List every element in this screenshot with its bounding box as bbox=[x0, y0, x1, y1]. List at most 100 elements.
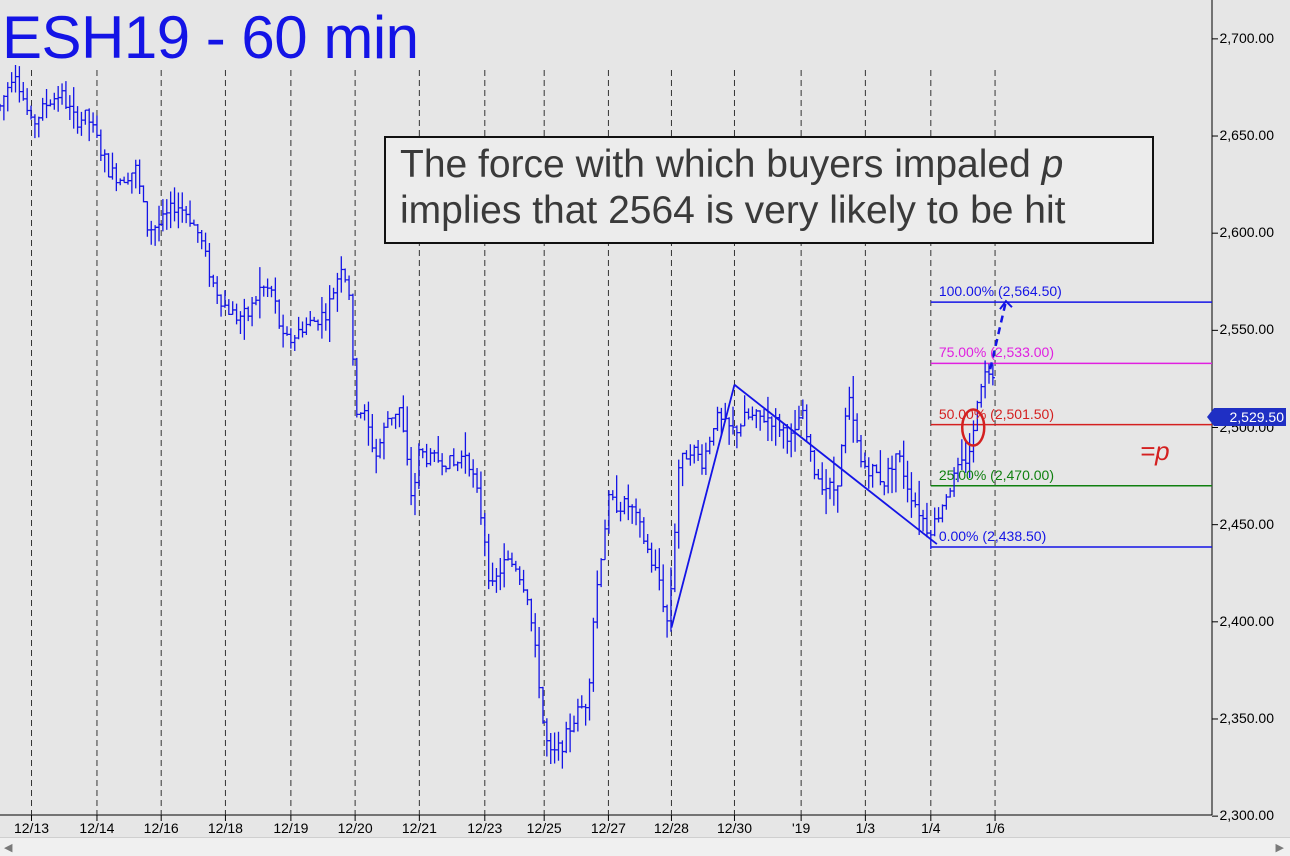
price-bar bbox=[572, 715, 577, 733]
price-bar bbox=[529, 598, 534, 632]
price-bar bbox=[172, 187, 177, 222]
price-bar bbox=[153, 225, 158, 246]
price-bar bbox=[269, 285, 274, 298]
price-bar bbox=[122, 176, 127, 184]
price-bar bbox=[312, 316, 317, 322]
price-bar bbox=[901, 440, 906, 489]
price-bar bbox=[354, 357, 359, 418]
price-bar bbox=[606, 490, 611, 534]
price-bar bbox=[226, 299, 231, 315]
x-tick-label: 12/18 bbox=[207, 820, 243, 836]
price-bar bbox=[699, 444, 704, 475]
price-bar bbox=[738, 423, 743, 437]
price-bar bbox=[118, 178, 123, 186]
price-bar bbox=[866, 457, 871, 489]
price-bar bbox=[614, 475, 619, 513]
x-tick-label: 12/14 bbox=[79, 820, 115, 836]
price-bar bbox=[91, 112, 96, 133]
price-bar bbox=[979, 383, 984, 408]
price-bar bbox=[188, 200, 193, 227]
price-bar bbox=[164, 199, 169, 230]
price-bar bbox=[533, 613, 538, 658]
price-bar bbox=[634, 498, 639, 526]
price-bar bbox=[750, 406, 755, 421]
price-bar bbox=[990, 364, 995, 386]
price-bar bbox=[184, 206, 189, 224]
price-bar bbox=[897, 450, 902, 463]
price-bar bbox=[758, 410, 763, 431]
price-bar bbox=[29, 105, 34, 120]
horizontal-scrollbar[interactable]: ◀ ▶ bbox=[0, 837, 1290, 856]
price-bar bbox=[924, 502, 929, 538]
x-tick-label: 1/4 bbox=[921, 820, 941, 836]
price-bar bbox=[36, 116, 41, 138]
price-bar bbox=[665, 604, 670, 638]
price-bar bbox=[575, 698, 580, 732]
price-bar bbox=[296, 316, 301, 340]
fib-pct: 0.00% bbox=[938, 528, 979, 544]
price-bar bbox=[734, 425, 739, 449]
price-bar bbox=[277, 299, 282, 329]
price-bar bbox=[913, 492, 918, 508]
last-price-tag: 2,529.50 bbox=[1207, 408, 1286, 426]
price-bar bbox=[335, 272, 340, 312]
price-bar bbox=[905, 460, 910, 503]
annotation-line-1: The force with which buyers impaled bbox=[400, 143, 1042, 186]
price-bar bbox=[238, 311, 243, 334]
price-bar bbox=[168, 191, 173, 229]
price-bar bbox=[959, 439, 964, 470]
price-bar bbox=[506, 550, 511, 561]
price-bar bbox=[393, 413, 398, 429]
price-bar bbox=[583, 703, 588, 726]
price-bar bbox=[370, 414, 375, 453]
price-bar bbox=[316, 319, 321, 331]
price-bar bbox=[874, 464, 879, 474]
price-bar bbox=[250, 297, 255, 327]
y-tick-label: 2,600.00 bbox=[1219, 224, 1275, 241]
scroll-right-icon[interactable]: ▶ bbox=[1275, 842, 1284, 854]
price-bar bbox=[599, 558, 604, 588]
price-bar bbox=[257, 267, 262, 319]
price-bar bbox=[870, 463, 875, 488]
fib-price: (2,470.00) bbox=[986, 466, 1055, 483]
scroll-left-icon[interactable]: ◀ bbox=[4, 842, 13, 854]
price-bar bbox=[513, 560, 518, 572]
price-bar bbox=[459, 450, 464, 469]
price-bar bbox=[688, 444, 693, 466]
price-bar bbox=[630, 504, 635, 524]
price-bar bbox=[475, 467, 480, 493]
price-bar bbox=[1, 95, 6, 121]
price-bar bbox=[230, 301, 235, 315]
price-bar bbox=[668, 567, 673, 632]
price-bar bbox=[645, 534, 650, 554]
price-bar bbox=[52, 92, 57, 110]
price-bar bbox=[292, 334, 297, 352]
price-bar bbox=[440, 453, 445, 476]
x-tick-label: '19 bbox=[792, 820, 811, 836]
price-bar bbox=[304, 317, 309, 336]
price-bar bbox=[917, 480, 922, 536]
price-bar bbox=[471, 459, 476, 488]
price-bar bbox=[971, 420, 976, 463]
price-bar bbox=[711, 428, 716, 446]
price-bar bbox=[141, 185, 146, 203]
price-bar bbox=[195, 224, 200, 243]
price-bar bbox=[564, 721, 569, 754]
price-bar bbox=[955, 457, 960, 483]
x-tick-label: 12/23 bbox=[467, 820, 503, 836]
price-bar bbox=[893, 453, 898, 493]
price-bar bbox=[932, 507, 937, 537]
price-bar bbox=[157, 205, 162, 242]
price-bar bbox=[521, 569, 526, 593]
price-bar bbox=[428, 448, 433, 466]
price-bar bbox=[983, 360, 988, 399]
price-bar bbox=[560, 740, 565, 769]
price-bar bbox=[40, 97, 45, 121]
price-bar bbox=[855, 413, 860, 443]
price-bar bbox=[5, 82, 10, 112]
fib-price: (2,564.50) bbox=[994, 283, 1062, 300]
price-bar bbox=[106, 153, 111, 178]
price-bar bbox=[222, 290, 227, 308]
price-bar bbox=[703, 442, 708, 476]
price-bar bbox=[808, 433, 813, 462]
